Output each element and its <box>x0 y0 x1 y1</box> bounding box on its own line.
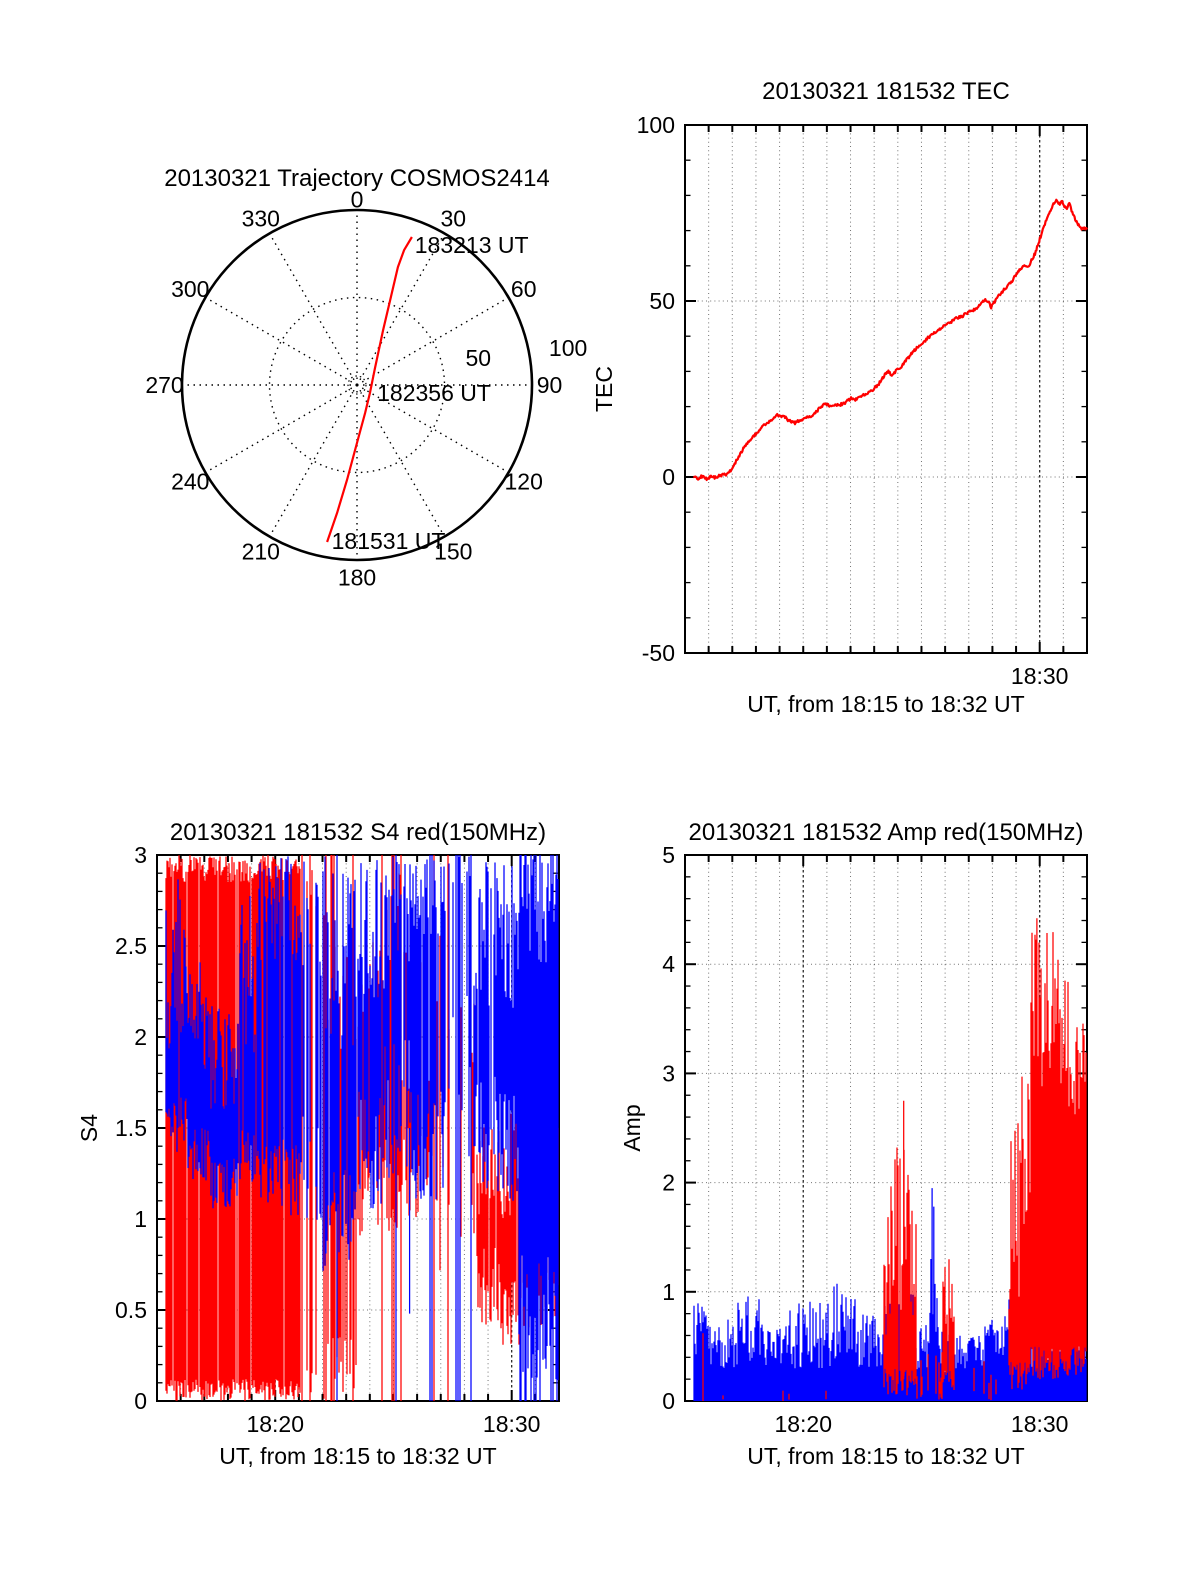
s4-plot: 0 0.5 1 1.5 2 2.5 3 18:20 18:30 20130321 181532 S… <box>76 819 560 1469</box>
s4-blue-noise-series <box>165 855 559 1401</box>
amp-ytick-label: 0 <box>662 1388 675 1414</box>
s4-ytick-label: 2.5 <box>115 933 147 959</box>
s4-ytick-label: 2 <box>134 1024 147 1050</box>
azimuth-label: 120 <box>505 468 543 494</box>
tec-title: 20130321 181532 TEC <box>762 78 1010 105</box>
trajectory-time-annotation: 183213 UT <box>415 232 529 258</box>
amp-xlabel: UT, from 18:15 to 18:32 UT <box>747 1443 1024 1469</box>
amp-xtick-label: 18:30 <box>1011 1411 1069 1437</box>
polar-spoke <box>268 384 358 537</box>
azimuth-label: 240 <box>171 468 209 494</box>
s4-title: 20130321 181532 S4 red(150MHz) <box>170 819 546 846</box>
tec-ytick-label: 50 <box>649 288 675 314</box>
polar-spoke <box>268 233 358 386</box>
s4-ytick-label: 3 <box>134 842 147 868</box>
s4-ytick-label: 1.5 <box>115 1115 147 1141</box>
tec-axis-border <box>684 124 1088 654</box>
azimuth-label: 330 <box>242 205 280 231</box>
s4-xtick-label: 18:30 <box>483 1411 541 1437</box>
radial-label: 100 <box>549 335 587 361</box>
s4-xlabel: UT, from 18:15 to 18:32 UT <box>219 1443 496 1469</box>
amp-ytick-label: 2 <box>662 1170 675 1196</box>
trajectory-time-annotation: 182356 UT <box>377 380 491 406</box>
azimuth-label: 0 <box>351 187 364 213</box>
polar-ring-50 <box>268 296 446 474</box>
amp-red-noise-series <box>702 918 1087 1401</box>
azimuth-label: 300 <box>171 276 209 302</box>
azimuth-label: 210 <box>242 539 280 565</box>
tec-xtick-label: 18:30 <box>1011 663 1069 689</box>
s4-ylabel: S4 <box>76 1114 102 1142</box>
polar-ring-center <box>347 375 367 395</box>
s4-ytick-label: 0 <box>134 1388 147 1414</box>
tec-xlabel: UT, from 18:15 to 18:32 UT <box>747 691 1024 717</box>
amp-ytick-label: 4 <box>662 951 675 977</box>
amp-grid <box>685 855 1087 1401</box>
amp-title: 20130321 181532 Amp red(150MHz) <box>689 819 1084 846</box>
s4-xtick-label: 18:20 <box>246 1411 304 1437</box>
polar-outer-circle <box>180 208 534 562</box>
azimuth-label: 180 <box>338 565 376 591</box>
amp-ytick-label: 5 <box>662 842 675 868</box>
tec-tick-marks <box>685 124 1087 654</box>
azimuth-label: 270 <box>145 372 183 398</box>
amp-plot: 0 1 2 3 4 5 18:20 18:30 20130321 181532 Amp red(… <box>619 819 1088 1469</box>
amp-ylabel: Amp <box>619 1104 645 1151</box>
tec-ytick-label: -50 <box>642 640 675 666</box>
azimuth-label: 150 <box>434 539 472 565</box>
tec-ytick-label: 100 <box>637 112 675 138</box>
tec-plot: -50 0 50 100 18:30 20130321 181532 TEC UT, fro… <box>591 78 1088 717</box>
amp-ytick-label: 3 <box>662 1060 675 1086</box>
tec-ylabel: TEC <box>591 366 617 412</box>
azimuth-label: 30 <box>440 205 466 231</box>
azimuth-label: 60 <box>511 276 537 302</box>
s4-ytick-label: 1 <box>134 1206 147 1232</box>
polar-title: 20130321 Trajectory COSMOS2414 <box>164 165 550 192</box>
tec-series-line <box>693 198 1088 482</box>
polar-trajectory-line <box>326 236 413 543</box>
polar-grid <box>182 210 532 560</box>
amp-ytick-label: 1 <box>662 1279 675 1305</box>
trajectory-time-annotation: 181531 UT <box>332 528 446 554</box>
radial-label: 50 <box>466 345 492 371</box>
amp-xtick-label: 18:20 <box>774 1411 832 1437</box>
tec-grid <box>685 125 1087 653</box>
s4-ytick-label: 0.5 <box>115 1297 147 1323</box>
tec-ytick-label: 0 <box>662 464 675 490</box>
azimuth-label: 90 <box>537 372 563 398</box>
polar-spoke <box>205 296 358 386</box>
